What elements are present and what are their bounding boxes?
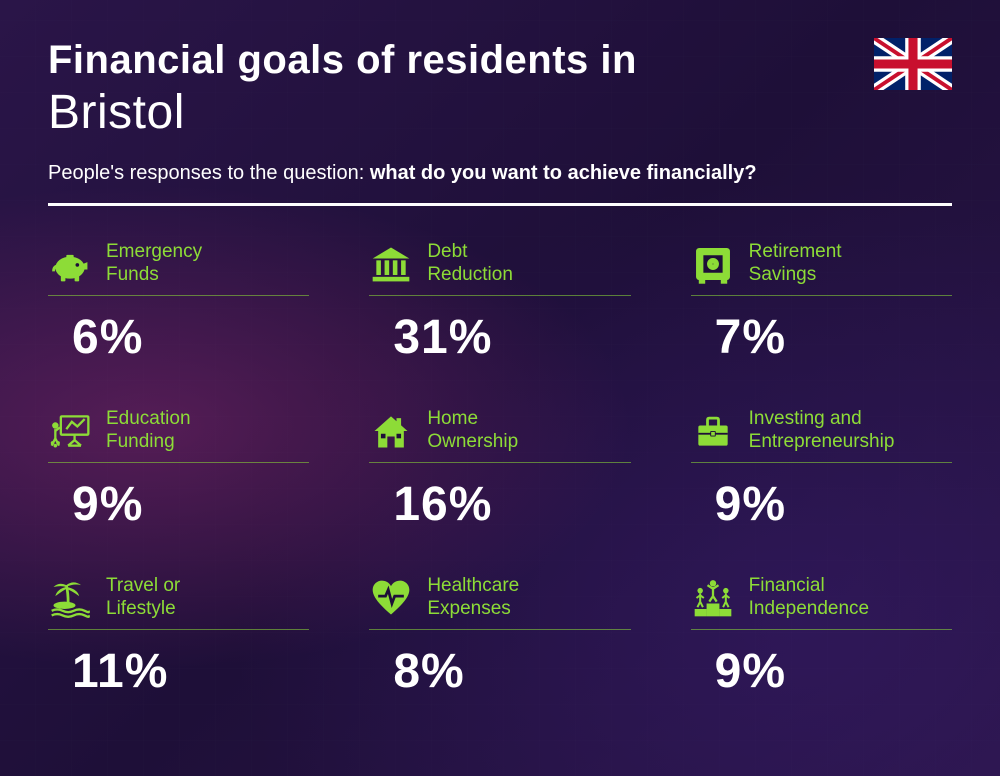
uk-flag-icon [874, 38, 952, 90]
stat-label: HomeOwnership [427, 408, 518, 454]
stat-head: HomeOwnership [369, 407, 630, 463]
stat-head: DebtReduction [369, 240, 630, 296]
stat-financial-independence: FinancialIndependence 9% [691, 574, 952, 699]
stat-investing: Investing andEntrepreneurship 9% [691, 407, 952, 532]
subtitle: People's responses to the question: what… [48, 162, 952, 185]
bank-icon [369, 242, 413, 286]
stat-label: HealthcareExpenses [427, 575, 519, 621]
stat-head: EducationFunding [48, 407, 309, 463]
stat-emergency-funds: EmergencyFunds 6% [48, 240, 309, 365]
stat-head: Travel orLifestyle [48, 574, 309, 630]
heart-pulse-icon [369, 576, 413, 620]
stat-label: RetirementSavings [749, 241, 842, 287]
stat-education-funding: EducationFunding 9% [48, 407, 309, 532]
stat-label: DebtReduction [427, 241, 513, 287]
stat-value: 31% [369, 310, 630, 365]
stat-label: Travel orLifestyle [106, 575, 180, 621]
palm-tree-icon [48, 576, 92, 620]
stat-value: 6% [48, 310, 309, 365]
stat-retirement-savings: RetirementSavings 7% [691, 240, 952, 365]
stat-head: RetirementSavings [691, 240, 952, 296]
stat-head: Investing andEntrepreneurship [691, 407, 952, 463]
header: Financial goals of residents in Bristol … [48, 38, 952, 185]
stat-head: HealthcareExpenses [369, 574, 630, 630]
subtitle-prefix: People's responses to the question: [48, 162, 370, 184]
presentation-icon [48, 409, 92, 453]
title-city: Bristol [48, 85, 952, 140]
stat-value: 9% [691, 644, 952, 699]
stat-value: 11% [48, 644, 309, 699]
subtitle-question: what do you want to achieve financially? [370, 162, 757, 184]
safe-icon [691, 242, 735, 286]
stat-label: Investing andEntrepreneurship [749, 408, 895, 454]
stat-label: FinancialIndependence [749, 575, 869, 621]
stat-head: FinancialIndependence [691, 574, 952, 630]
stat-label: EducationFunding [106, 408, 191, 454]
stat-value: 9% [48, 477, 309, 532]
stat-value: 8% [369, 644, 630, 699]
piggy-bank-icon [48, 242, 92, 286]
stat-value: 7% [691, 310, 952, 365]
stat-value: 9% [691, 477, 952, 532]
stat-label: EmergencyFunds [106, 241, 202, 287]
podium-icon [691, 576, 735, 620]
briefcase-icon [691, 409, 735, 453]
divider [48, 203, 952, 206]
stat-travel-lifestyle: Travel orLifestyle 11% [48, 574, 309, 699]
stat-healthcare: HealthcareExpenses 8% [369, 574, 630, 699]
stat-head: EmergencyFunds [48, 240, 309, 296]
house-icon [369, 409, 413, 453]
title-line1: Financial goals of residents in [48, 38, 952, 83]
stat-home-ownership: HomeOwnership 16% [369, 407, 630, 532]
stat-value: 16% [369, 477, 630, 532]
stat-debt-reduction: DebtReduction 31% [369, 240, 630, 365]
stats-grid: EmergencyFunds 6% DebtReduction 31% Reti… [48, 240, 952, 699]
